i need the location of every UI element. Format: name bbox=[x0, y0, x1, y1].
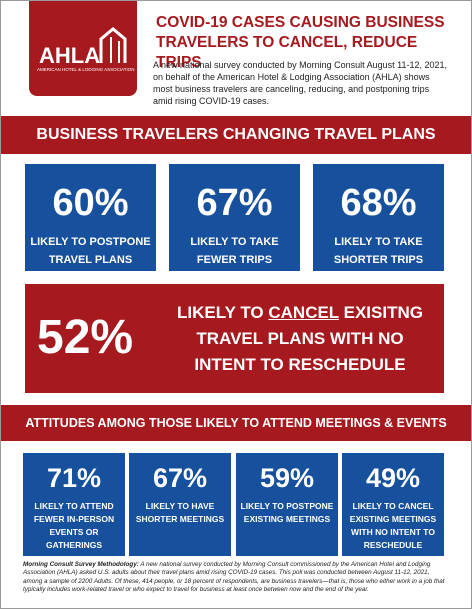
stat-box: 71% LIKELY TO ATTEND FEWER IN-PERSON EVENTS… bbox=[23, 453, 125, 556]
stat-label: SHORTER TRIPS bbox=[333, 254, 424, 266]
stat-box: 49% LIKELY TO CANCEL EXISTING MEETINGS WITH… bbox=[342, 453, 444, 556]
stat-value: 59% bbox=[259, 463, 315, 493]
intro: A new national survey conducted by Morni… bbox=[153, 60, 448, 106]
stat-value: 49% bbox=[365, 463, 421, 493]
stat-box: 67% LIKELY TO TAKE FEWER TRIPS bbox=[169, 164, 300, 271]
logo-subtext: AMERICAN HOTEL & LODGING ASSOCIATION bbox=[37, 67, 135, 72]
stat-label: LIKELY TO CANCEL bbox=[352, 501, 434, 511]
footnote-text: A new national survey conducted by Morni… bbox=[23, 561, 445, 593]
highlight-label: LIKELY TO CANCEL EXISITNG TRAVEL PLANS W… bbox=[165, 300, 435, 378]
title: COVID-19 CASES CAUSING BUSINESS TRAVELER… bbox=[156, 13, 456, 73]
stat-label: FEWER TRIPS bbox=[196, 254, 273, 266]
stat-box: 67% LIKELY TO HAVE SHORTER MEETINGS bbox=[129, 453, 231, 556]
section-banner: BUSINESS TRAVELERS CHANGING TRAVEL PLANS bbox=[1, 116, 471, 154]
stat-box: 60% LIKELY TO POSTPONE TRAVEL PLANS bbox=[25, 164, 156, 271]
stat-value: 67% bbox=[196, 182, 273, 224]
stat-label: WITH NO INTENT TO bbox=[351, 527, 435, 537]
footnote: Morning Consult Survey Methodology: A ne… bbox=[23, 561, 448, 594]
stat-label: LIKELY TO ATTEND bbox=[34, 501, 114, 511]
stat-value: 60% bbox=[52, 182, 129, 224]
highlight-text: LIKELY TO bbox=[177, 303, 264, 322]
stat-box: 59% LIKELY TO POSTPONE EXISTING MEETINGS bbox=[236, 453, 338, 556]
stat-label: EXISTING MEETINGS bbox=[243, 514, 331, 524]
stat-label: EVENTS OR bbox=[49, 527, 99, 537]
logo-text: AHLA bbox=[39, 43, 101, 68]
stat-value: 71% bbox=[46, 463, 102, 493]
highlight-text: INTENT TO RESCHEDULE bbox=[194, 355, 406, 374]
logo-icon bbox=[99, 27, 127, 63]
highlight-text: EXISITNG bbox=[343, 303, 423, 322]
stat-label: TRAVEL PLANS bbox=[48, 254, 133, 266]
section-banner: ATTITUDES AMONG THOSE LIKELY TO ATTEND M… bbox=[1, 405, 471, 441]
stat-label: FEWER IN-PERSON bbox=[33, 514, 115, 524]
stat-label: LIKELY TO POSTPONE bbox=[30, 236, 151, 248]
title-line: COVID-19 CASES CAUSING BUSINESS bbox=[156, 14, 445, 31]
stat-label: SHORTER MEETINGS bbox=[135, 514, 225, 524]
stat-label: EXISTING MEETINGS bbox=[349, 514, 437, 524]
stat-label: GATHERINGS bbox=[45, 540, 103, 550]
highlight-box: 52% LIKELY TO CANCEL EXISITNG TRAVEL PLA… bbox=[25, 284, 444, 393]
stat-box: 68% LIKELY TO TAKE SHORTER TRIPS bbox=[313, 164, 444, 271]
logo: AHLA AMERICAN HOTEL & LODGING ASSOCIATIO… bbox=[29, 1, 137, 96]
stat-label: LIKELY TO HAVE bbox=[145, 501, 215, 511]
footnote-lead: Morning Consult Survey Methodology: bbox=[23, 561, 139, 568]
stat-value: 67% bbox=[152, 463, 208, 493]
stat-value: 68% bbox=[340, 182, 417, 224]
stat-label: LIKELY TO TAKE bbox=[334, 236, 423, 248]
title-line: TRAVELERS TO CANCEL, REDUCE TRIPS bbox=[156, 34, 418, 71]
stat-label: LIKELY TO TAKE bbox=[190, 236, 279, 248]
stat-label: LIKELY TO POSTPONE bbox=[240, 501, 334, 511]
highlight-text: TRAVEL PLANS WITH NO bbox=[196, 329, 404, 348]
stat-label: RESCHEDULE bbox=[363, 540, 423, 550]
highlight-value: 52% bbox=[37, 311, 134, 364]
highlight-emphasis: CANCEL bbox=[268, 303, 339, 322]
